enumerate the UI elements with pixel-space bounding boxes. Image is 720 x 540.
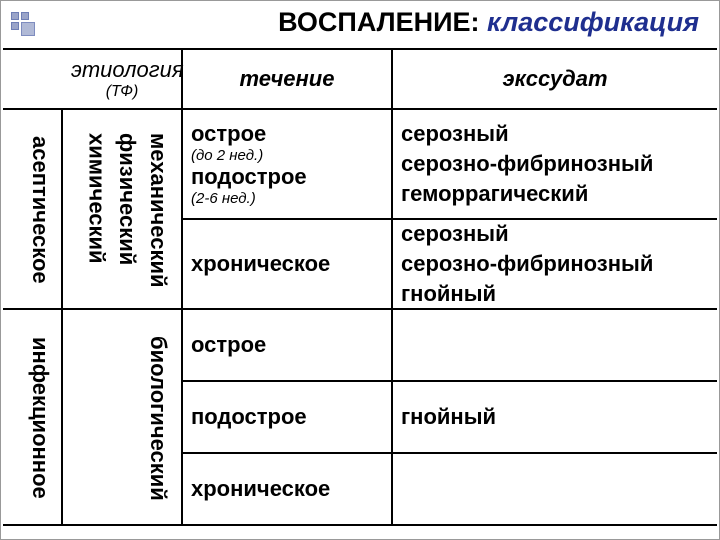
course-acute: острое — [191, 121, 383, 147]
course-chronic-2: хроническое — [183, 454, 393, 526]
title-emphasis: классификация — [487, 7, 699, 37]
etio-group2-label: биологический — [142, 336, 173, 501]
hdr-blank — [3, 50, 63, 110]
hdr-etiology-label: этиология — [71, 57, 173, 83]
exu-r1: серозный серозно-фибринозный геморрагиче… — [393, 110, 717, 220]
cat-aseptic: асептическое — [3, 110, 63, 310]
cat-aseptic-label: асептическое — [27, 136, 53, 284]
page-title: ВОСПАЛЕНИЕ: классификация — [53, 7, 709, 38]
title-main: ВОСПАЛЕНИЕ: — [278, 7, 479, 37]
hdr-exudate: экссудат — [393, 50, 717, 110]
course-subacute-2: подострое — [183, 382, 393, 454]
title-bar: ВОСПАЛЕНИЕ: классификация — [1, 1, 719, 48]
decorative-bullets — [11, 12, 35, 36]
course-subacute-2-label: подострое — [191, 404, 383, 430]
course-acute-note: (до 2 нед.) — [191, 147, 383, 164]
course-chronic-2-label: хроническое — [191, 476, 383, 502]
exu-r4-label: гнойный — [401, 404, 709, 430]
exu-r3 — [393, 310, 717, 382]
course-chronic-1-label: хроническое — [191, 251, 383, 277]
course-subacute-note: (2-6 нед.) — [191, 190, 383, 207]
exu-r5 — [393, 454, 717, 526]
etio-group2: биологический — [63, 310, 183, 526]
exu-r2: серозный серозно-фибринозный гнойный — [393, 220, 717, 310]
course-acute-2-label: острое — [191, 332, 383, 358]
exu-r4: гнойный — [393, 382, 717, 454]
hdr-etiology-sub: (ТФ) — [71, 83, 173, 101]
cat-infectious-label: инфекционное — [27, 337, 53, 499]
course-subacute: подострое — [191, 164, 383, 190]
etio-group1: механический физический химический — [63, 110, 183, 310]
hdr-course: течение — [183, 50, 393, 110]
hdr-exudate-label: экссудат — [401, 66, 709, 92]
course-acute-subacute: острое (до 2 нед.) подострое (2-6 нед.) — [183, 110, 393, 220]
hdr-course-label: течение — [191, 66, 383, 92]
course-chronic-1: хроническое — [183, 220, 393, 310]
classification-table: этиология (ТФ) течение экссудат асептиче… — [3, 48, 717, 526]
hdr-etiology: этиология (ТФ) — [63, 50, 183, 110]
cat-infectious: инфекционное — [3, 310, 63, 526]
course-acute-2: острое — [183, 310, 393, 382]
